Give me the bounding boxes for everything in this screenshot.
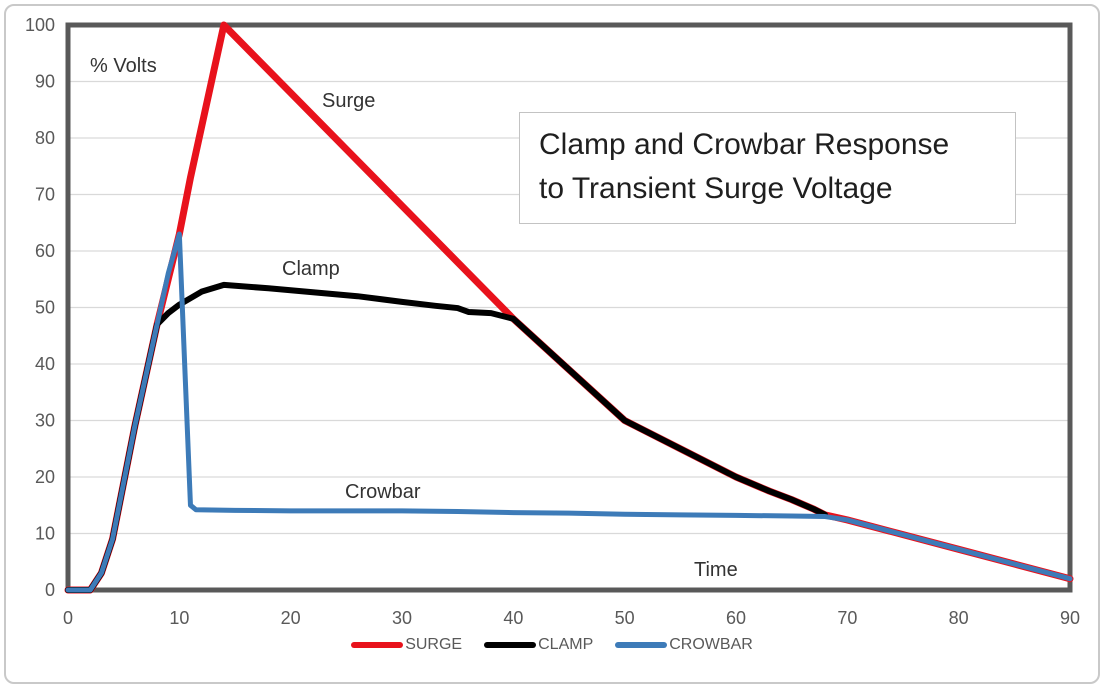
legend-item-crowbar: CROWBAR	[615, 636, 753, 654]
chart-title-box: Clamp and Crowbar Response to Transient …	[519, 112, 1016, 224]
x-tick-label-10: 10	[169, 608, 189, 628]
series-annotation-crowbar: Crowbar	[345, 481, 421, 503]
chart-title-line-2: to Transient Surge Voltage	[539, 172, 893, 205]
y-tick-label-50: 50	[35, 298, 55, 318]
series-annotation-clamp: Clamp	[282, 258, 340, 280]
y-tick-label-80: 80	[35, 128, 55, 148]
y-tick-label-0: 0	[45, 580, 55, 600]
chart-title-line-1: Clamp and Crowbar Response	[539, 128, 950, 161]
x-tick-label-40: 40	[503, 608, 523, 628]
legend-swatch-surge	[351, 642, 404, 648]
y-tick-label-70: 70	[35, 185, 55, 205]
legend-swatch-crowbar	[615, 642, 668, 648]
chart-legend: SURGE CLAMP CROWBAR	[0, 631, 1104, 659]
x-tick-label-80: 80	[949, 608, 969, 628]
y-axis-label: % Volts	[90, 55, 157, 77]
y-tick-label-20: 20	[35, 467, 55, 487]
x-tick-label-90: 90	[1060, 608, 1080, 628]
y-tick-label-100: 100	[25, 15, 55, 35]
legend-item-clamp: CLAMP	[484, 636, 593, 654]
y-tick-label-90: 90	[35, 72, 55, 92]
y-tick-label-60: 60	[35, 241, 55, 261]
x-tick-label-50: 50	[615, 608, 635, 628]
series-line-crowbar	[65, 231, 1073, 593]
legend-swatch-clamp	[484, 642, 537, 648]
plot-border	[65, 22, 1073, 593]
legend-label-surge: SURGE	[405, 636, 463, 653]
series-annotation-surge: Surge	[322, 90, 376, 112]
x-tick-label-20: 20	[281, 608, 301, 628]
y-tick-label-10: 10	[35, 524, 55, 544]
legend-label-clamp: CLAMP	[538, 636, 594, 653]
x-axis-label: Time	[694, 559, 738, 581]
legend-label-crowbar: CROWBAR	[669, 636, 753, 653]
y-tick-label-40: 40	[35, 354, 55, 374]
x-tick-label-70: 70	[837, 608, 857, 628]
legend-item-surge: SURGE	[351, 636, 462, 654]
x-tick-label-30: 30	[392, 608, 412, 628]
x-tick-label-0: 0	[63, 608, 73, 628]
y-tick-label-30: 30	[35, 411, 55, 431]
x-tick-label-60: 60	[726, 608, 746, 628]
